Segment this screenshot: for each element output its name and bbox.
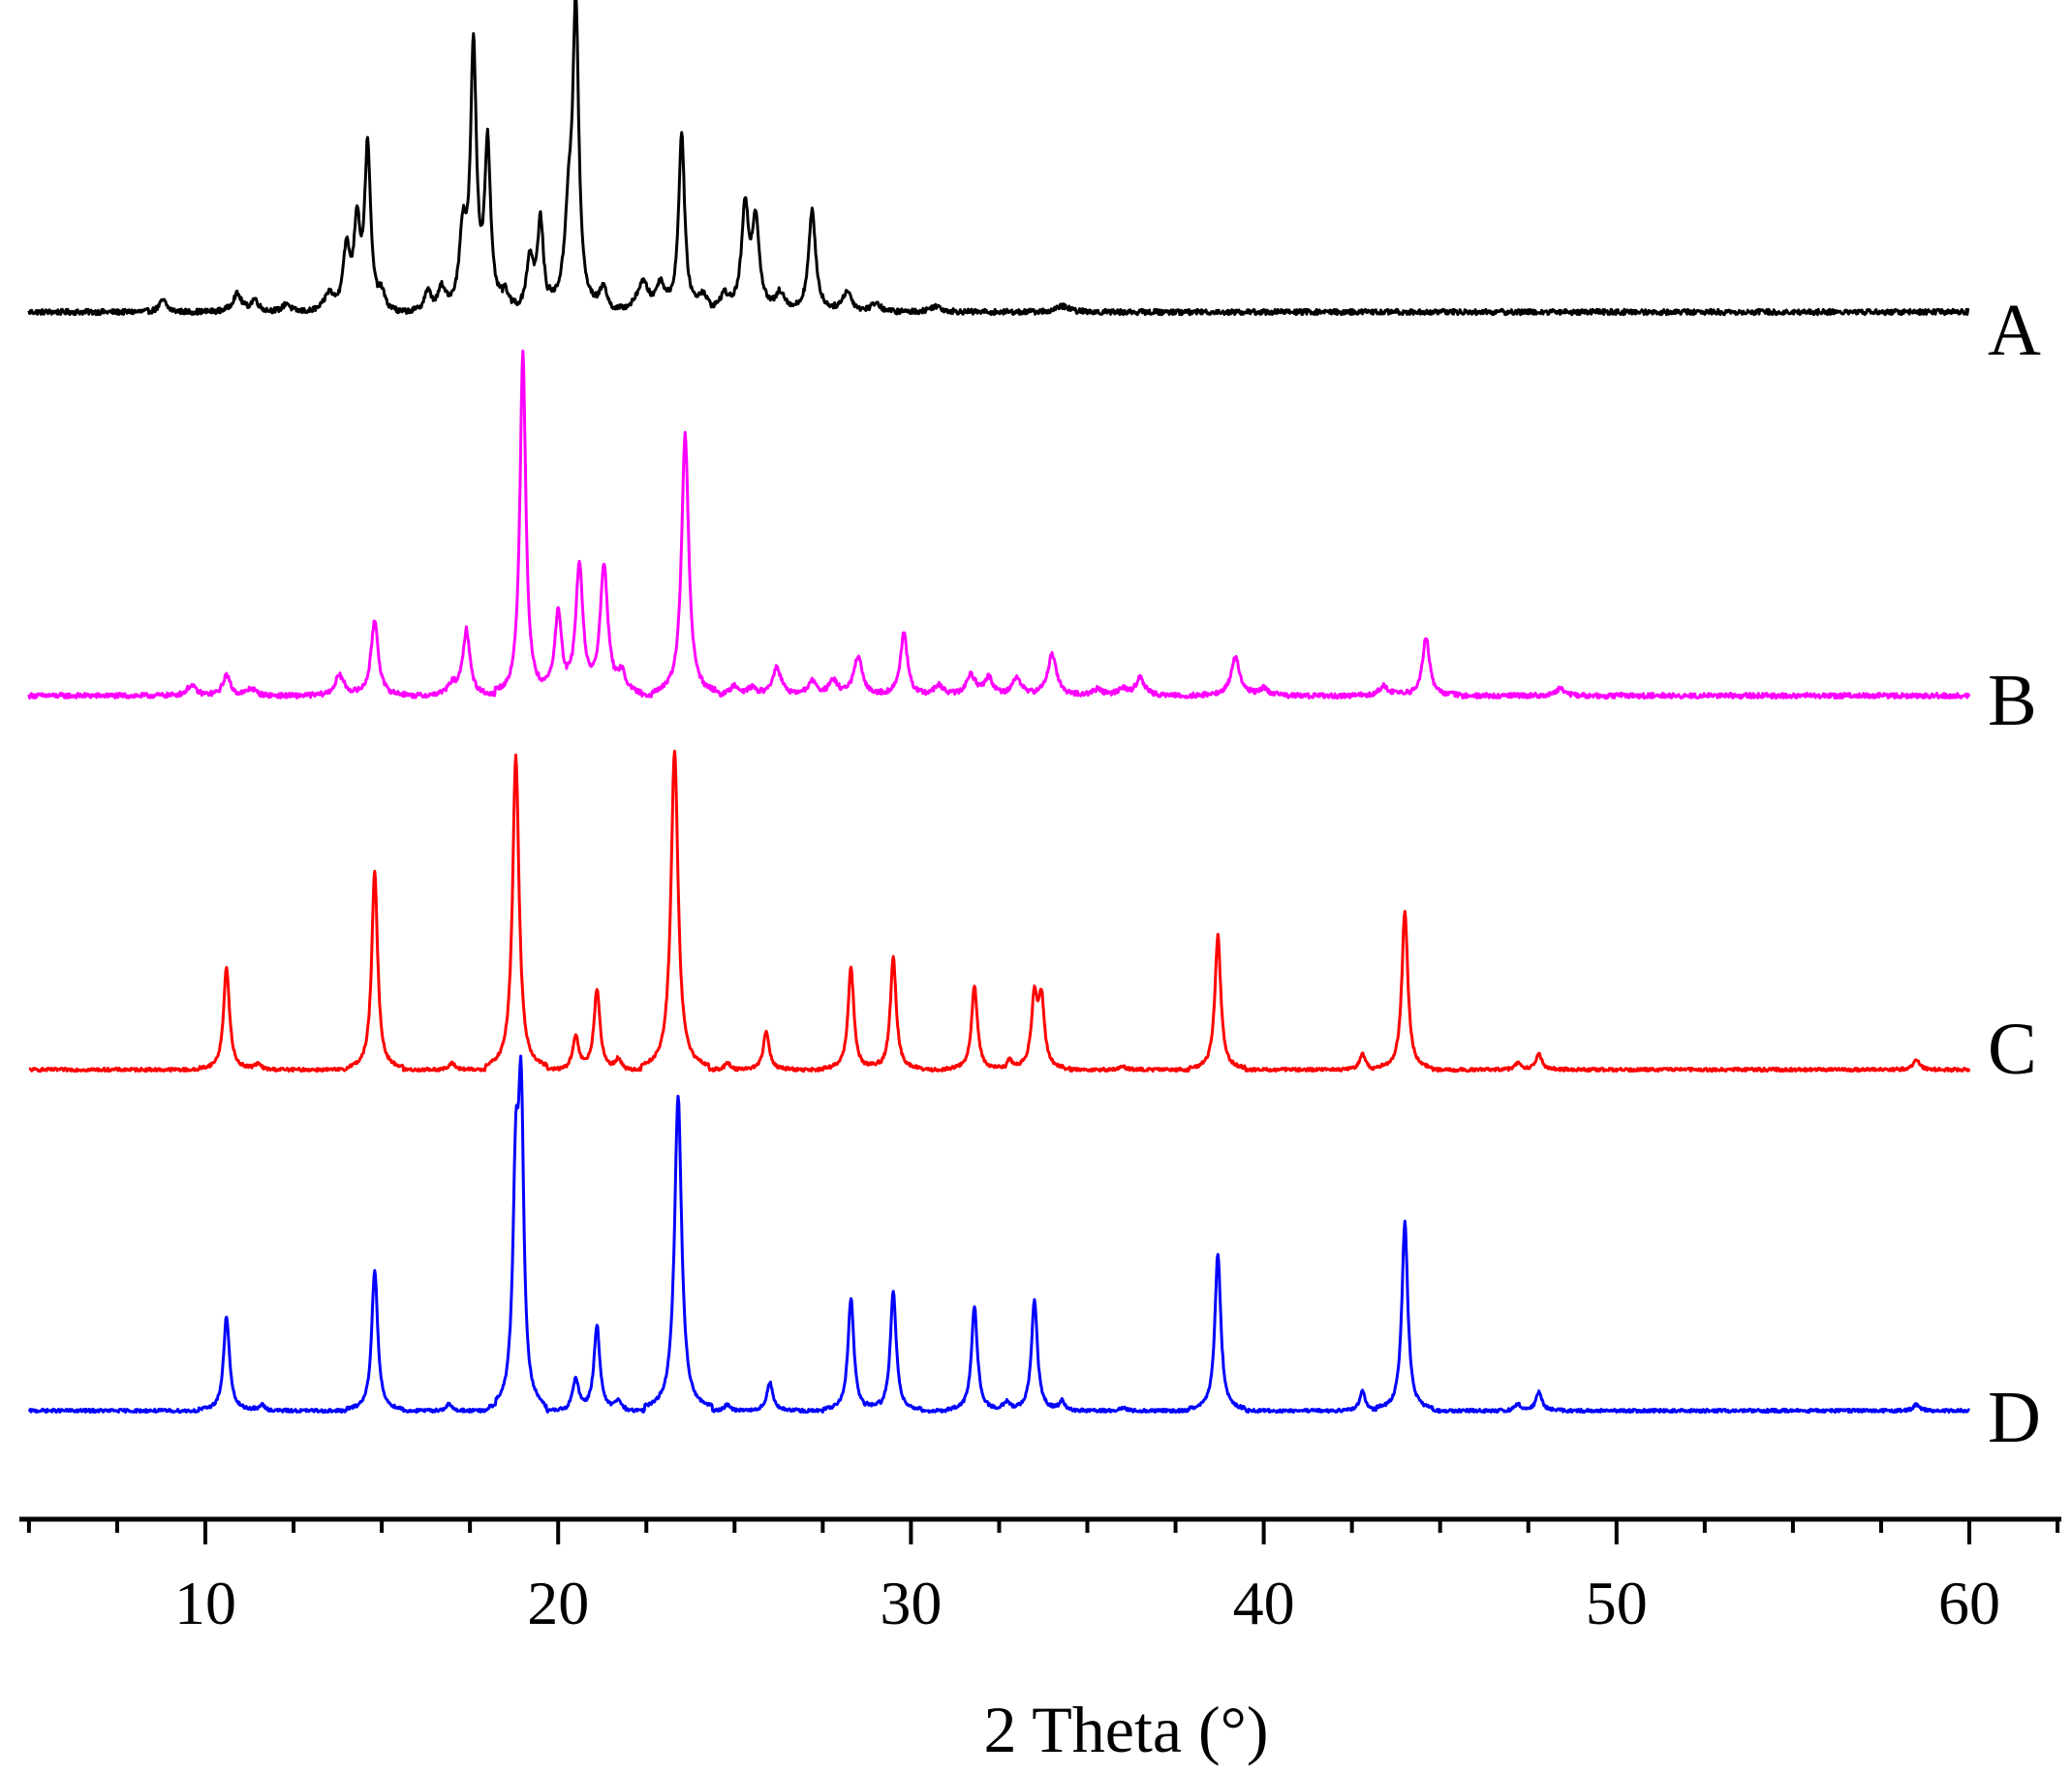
- series-label-b: B: [1988, 660, 2037, 741]
- x-axis-ticks: 10 20 30 40 50 60: [26, 1519, 2060, 1637]
- x-tick-label: 30: [880, 1569, 942, 1637]
- x-tick-label: 60: [1938, 1569, 2000, 1637]
- series-line-a: [27, 0, 1970, 317]
- series-label-a: A: [1988, 290, 2041, 371]
- series-line-d: [27, 1054, 1971, 1415]
- series-layer: A B C D: [27, 0, 2041, 1458]
- series-label-d: D: [1988, 1377, 2041, 1458]
- x-tick-label: 50: [1586, 1569, 1648, 1637]
- series-line-c: [28, 749, 1971, 1074]
- x-tick-label: 20: [527, 1569, 589, 1637]
- series-line-b: [27, 349, 1971, 700]
- x-tick-label: 10: [174, 1569, 236, 1637]
- x-axis: 10 20 30 40 50 60 2 Theta (°): [19, 1516, 2061, 1766]
- x-tick-label: 40: [1233, 1569, 1295, 1637]
- x-axis-title: 2 Theta (°): [983, 1693, 1268, 1766]
- series-label-c: C: [1988, 1009, 2037, 1090]
